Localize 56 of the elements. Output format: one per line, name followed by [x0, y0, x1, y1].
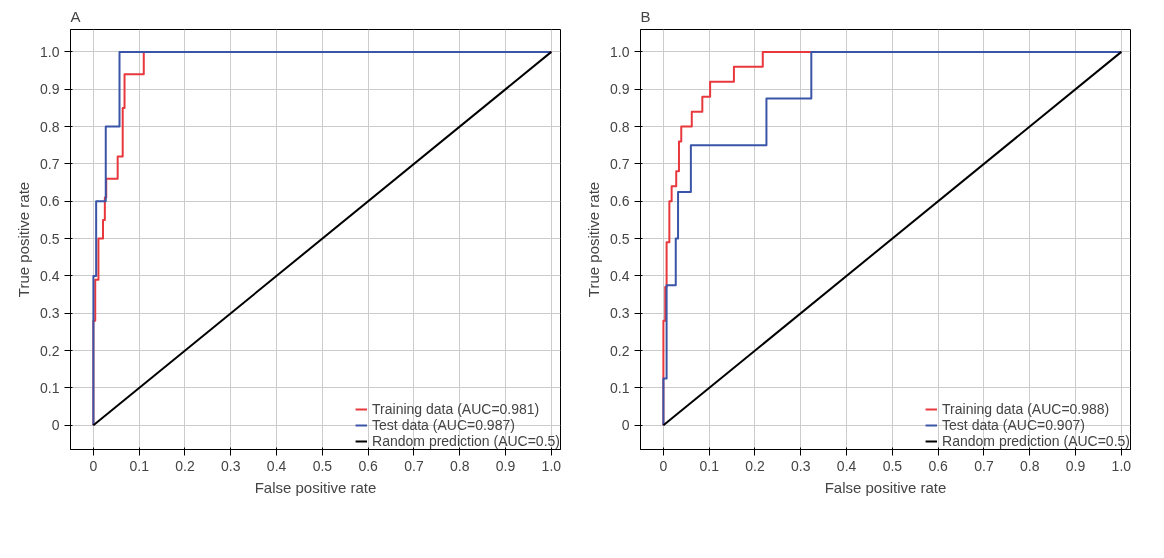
y-tick-label: 0.4	[40, 267, 60, 284]
x-tick-label: 0.9	[1065, 457, 1086, 474]
y-tick-label: 0.1	[40, 379, 60, 396]
x-axis-title: False positive rate	[254, 478, 377, 496]
x-tick-label: 0.7	[404, 457, 424, 474]
legend-label: Test data (AUC=0.987)	[372, 417, 515, 433]
y-tick-label: 0.3	[40, 305, 60, 322]
y-tick-label: 0.9	[610, 81, 630, 98]
y-tick-label: 0.1	[610, 379, 630, 396]
y-tick-label: 0	[51, 417, 60, 434]
y-tick-label: 0.8	[610, 118, 630, 135]
y-tick-label: 1.0	[40, 43, 60, 60]
legend-label: Training data (AUC=0.988)	[942, 401, 1110, 417]
y-tick-label: 0.5	[610, 230, 630, 247]
x-tick-label: 0.4	[836, 457, 857, 474]
legend-label: Random prediction (AUC=0.5)	[372, 433, 560, 449]
x-tick-label: 0	[89, 457, 98, 474]
y-tick-label: 0.9	[40, 81, 60, 98]
legend-label: Random prediction (AUC=0.5)	[942, 433, 1130, 449]
y-tick-label: 0.7	[40, 155, 60, 172]
x-tick-label: 0.1	[699, 457, 720, 474]
x-tick-label: 0.6	[928, 457, 949, 474]
x-tick-label: 0.8	[1020, 457, 1040, 474]
x-tick-label: 0	[659, 457, 668, 474]
x-tick-label: 0.3	[221, 457, 241, 474]
x-tick-label: 1.0	[1111, 457, 1132, 474]
x-tick-label: 0.4	[266, 457, 287, 474]
y-tick-label: 0.6	[610, 193, 630, 210]
y-axis-title: True positive rate	[585, 181, 603, 298]
y-tick-label: 0.7	[610, 155, 630, 172]
y-tick-label: 0.8	[40, 118, 60, 135]
y-tick-label: 0.4	[610, 267, 630, 284]
legend-label: Training data (AUC=0.981)	[372, 401, 540, 417]
x-tick-label: 0.7	[974, 457, 994, 474]
y-tick-label: 0.2	[610, 342, 630, 359]
legend-label: Test data (AUC=0.907)	[942, 417, 1085, 433]
x-tick-label: 0.5	[312, 457, 333, 474]
y-tick-label: 0.3	[610, 305, 630, 322]
x-tick-label: 1.0	[541, 457, 562, 474]
chart-title: A	[70, 7, 81, 25]
x-tick-label: 0.2	[745, 457, 765, 474]
y-tick-label: 0	[621, 417, 630, 434]
y-tick-label: 0.2	[40, 342, 60, 359]
x-tick-label: 0.9	[495, 457, 516, 474]
x-tick-label: 0.8	[450, 457, 470, 474]
y-tick-label: 0.6	[40, 193, 60, 210]
x-axis-title: False positive rate	[824, 478, 947, 496]
y-tick-label: 0.5	[40, 230, 60, 247]
chart-title: B	[640, 7, 651, 25]
x-tick-label: 0.1	[129, 457, 150, 474]
x-tick-label: 0.3	[791, 457, 811, 474]
y-axis-title: True positive rate	[15, 181, 33, 298]
x-tick-label: 0.5	[882, 457, 903, 474]
x-tick-label: 0.6	[358, 457, 379, 474]
x-tick-label: 0.2	[175, 457, 195, 474]
y-tick-label: 1.0	[610, 43, 630, 60]
